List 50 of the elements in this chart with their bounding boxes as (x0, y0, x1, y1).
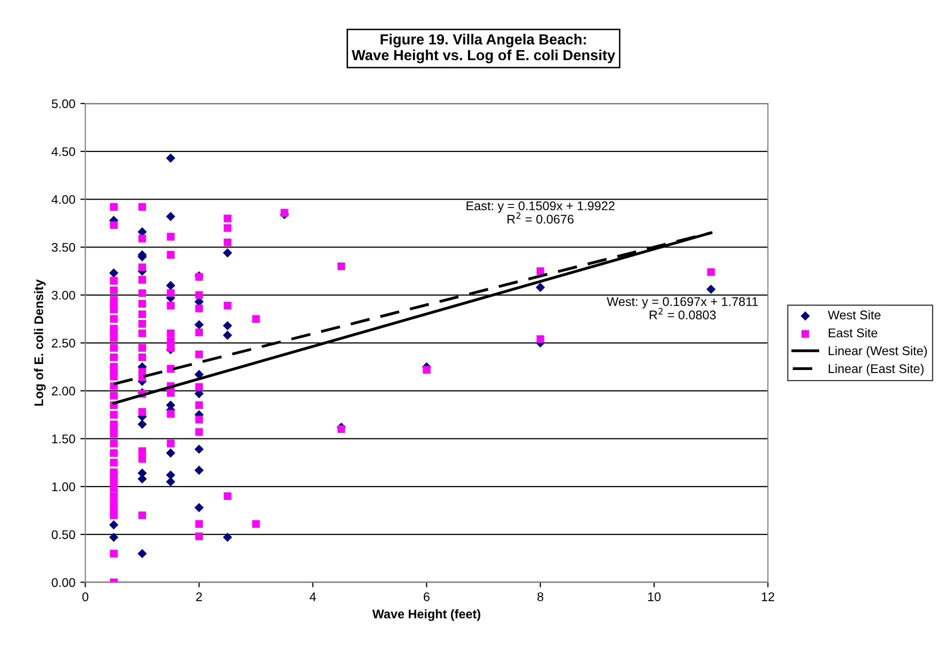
point (138, 420, 147, 429)
point (194, 370, 204, 380)
point (222, 321, 232, 330)
x-tick-label: 0 (82, 592, 88, 602)
point (138, 548, 147, 558)
point (194, 503, 204, 512)
y-tick-label: 5.00 (52, 99, 76, 108)
annotation: West: y = 0.1697x + 1.7811 R$^{2}$ = 0.0803 (606, 297, 758, 320)
point (194, 444, 204, 454)
chart-title: Figure 19. Villa Angela Beach: Wave Height vs. Log of E. coli Density (352, 34, 616, 64)
x-axis-title: Wave Height (feet) (372, 609, 480, 621)
legend-label: Linear (West Site) (828, 346, 927, 358)
legend-label: East Site (828, 328, 878, 338)
point (222, 248, 232, 258)
point (194, 320, 204, 330)
point (109, 520, 118, 530)
annotation: East: y = 0.1509x + 1.9922 R$^{2}$ = 0.0676 (466, 201, 614, 224)
point (194, 389, 204, 398)
y-tick-label: 3.00 (52, 290, 76, 300)
y-axis-title: Log of E. coli Density (34, 279, 46, 406)
legend-label: Linear (East Site) (828, 364, 924, 376)
point (706, 284, 716, 294)
point (222, 330, 232, 340)
y-tick-label: 1.50 (52, 434, 76, 444)
point (166, 470, 176, 480)
y-tick-label: 3.50 (52, 242, 76, 252)
legend-label: West Site (828, 310, 880, 320)
point (194, 466, 204, 475)
y-tick-label: 0.00 (52, 578, 76, 587)
y-tick-label: 2.00 (52, 386, 76, 396)
x-tick-label: 10 (648, 592, 661, 602)
y-tick-label: 0.50 (52, 530, 76, 540)
y-tick-label: 2.50 (52, 338, 76, 348)
point (166, 153, 176, 163)
point (109, 532, 118, 542)
point (109, 268, 118, 278)
x-tick-label: 12 (762, 592, 774, 602)
y-tick-label: 4.00 (52, 195, 76, 204)
point (166, 280, 176, 290)
y-tick-label: 4.50 (52, 147, 76, 156)
y-tick-label: 1.00 (52, 482, 76, 492)
x-tick-label: 4 (310, 592, 316, 602)
point (166, 448, 176, 458)
point (536, 282, 545, 292)
x-tick-label: 6 (424, 592, 430, 602)
point (166, 477, 176, 486)
point (166, 212, 176, 222)
point (222, 532, 232, 542)
x-tick-label: 2 (196, 592, 202, 602)
x-tick-label: 8 (537, 592, 544, 602)
